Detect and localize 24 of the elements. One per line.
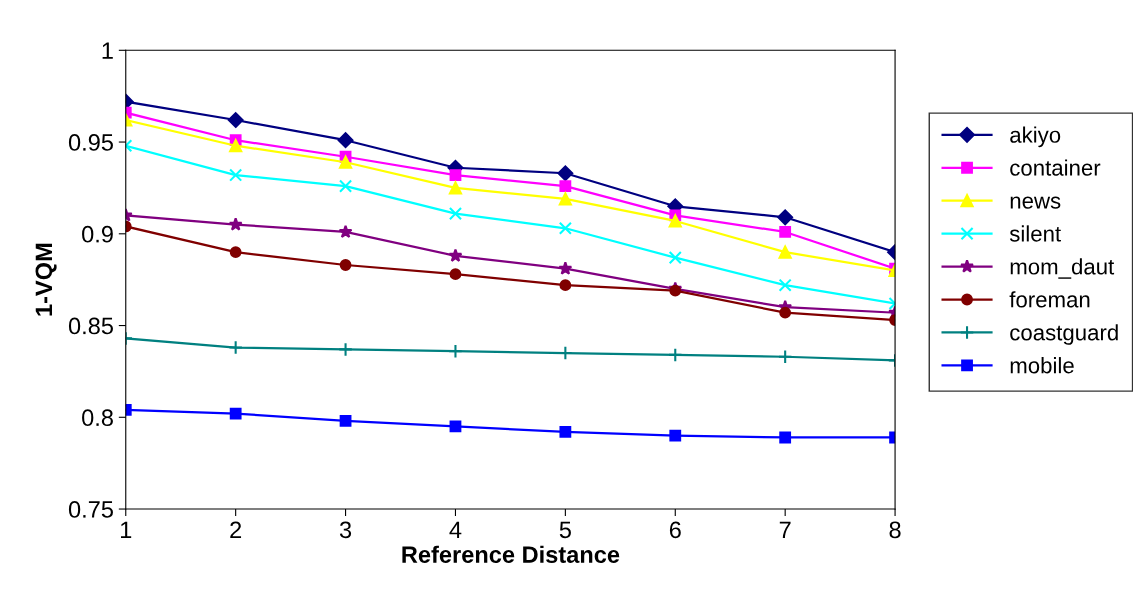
x-tick-label: 1 — [121, 521, 132, 538]
x-tick-label: 3 — [339, 521, 352, 539]
x-tick-label: 2 — [230, 521, 242, 538]
x-tick-label: 8 — [889, 521, 901, 539]
legend-label: foreman — [1009, 291, 1090, 308]
y-tick-label: 1 — [102, 42, 113, 59]
x-tick-label: 4 — [449, 521, 462, 538]
legend-label: silent — [1009, 225, 1061, 242]
legend-label: news — [1010, 196, 1061, 209]
legend-label: mobile — [1010, 357, 1074, 374]
y-tick-label: 0.85 — [68, 317, 113, 335]
y-axis-title: 1-VQM — [35, 243, 57, 316]
legend-label: container — [1010, 159, 1101, 176]
y-tick-label: 0.75 — [68, 501, 113, 518]
x-tick-label: 6 — [669, 521, 681, 539]
y-tick-label: 0.8 — [82, 409, 113, 427]
y-tick-label: 0.95 — [68, 134, 113, 151]
x-axis-title: Reference Distance — [402, 545, 620, 563]
legend-label: coastguard — [1010, 324, 1118, 345]
x-tick-label: 5 — [559, 521, 571, 539]
legend-label: akiyo — [1010, 126, 1061, 148]
legend-label: mom_daut — [1010, 258, 1115, 279]
x-tick-label: 7 — [779, 521, 791, 538]
y-tick-label: 0.9 — [82, 225, 113, 243]
